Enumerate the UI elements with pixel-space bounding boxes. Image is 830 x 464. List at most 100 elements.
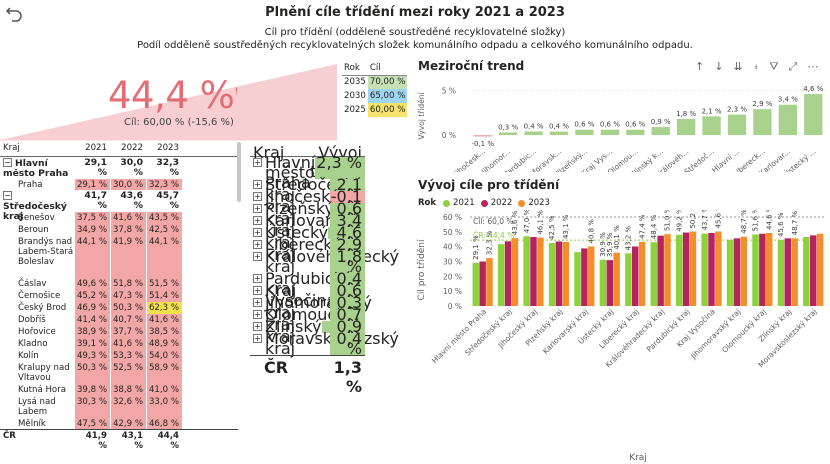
row-name: − Hlavní město Praha [0, 157, 74, 179]
back-arrow-icon[interactable] [4, 2, 24, 22]
row-name: Benešov [0, 212, 74, 224]
goal-bar-2021 [650, 242, 658, 306]
trend-data-label: 0,4 % [524, 123, 544, 131]
goal-data-label: 47,4 % [638, 214, 646, 239]
kraj-table-header: Kraj 2021 2022 2023 [0, 140, 238, 157]
expand-icon[interactable]: + [253, 252, 262, 261]
goal-data-label: 43,1 % [562, 214, 570, 239]
goal-bar-2021 [752, 234, 759, 306]
legend-2023[interactable]: 2023 [528, 198, 550, 208]
goal-data-label: 45,6 % [777, 212, 785, 237]
row-name-text: Dobříš [18, 315, 46, 325]
goal-y-tick: 40 % [443, 243, 462, 252]
arrow-up-icon[interactable]: ↑ [695, 60, 705, 73]
row-name-text: Lysá nad Labem [18, 397, 56, 417]
expand-icon[interactable]: + [253, 228, 262, 237]
double-arrow-down-icon[interactable]: ⇊ [733, 60, 743, 73]
value-2021: 46,9 % [75, 302, 110, 314]
expand-icon[interactable]: + [253, 274, 262, 283]
value-2021: 41,7 % [84, 190, 107, 211]
value-2022: 41,6 % [111, 212, 146, 224]
goal-bar-2022 [733, 238, 741, 306]
arrow-down-icon[interactable]: ↓ [714, 60, 724, 73]
kpi-value-text: 44,4 % [108, 74, 235, 117]
kpi-value[interactable]: 44,4 %! [108, 74, 238, 117]
expand-icon[interactable]: + [253, 310, 262, 319]
trend-y-tick: 0 % [442, 131, 456, 140]
value-2022: 37,8 % [111, 224, 146, 236]
kraj-table-scrollbar[interactable] [237, 142, 241, 202]
value-2021: 34,9 % [75, 224, 110, 236]
legend-2022[interactable]: 2022 [490, 198, 513, 208]
expand-icon[interactable]: + [253, 298, 262, 307]
goal-data-label: 43,6 % [511, 210, 519, 235]
trend-data-label: 0,9 % [651, 118, 671, 126]
goal-row-2035: 2035 70,00 % [342, 75, 408, 89]
row-name: Kralupy nad Vltavou [0, 362, 74, 384]
goal-bar-2023 [791, 238, 798, 306]
expand-icon[interactable]: + [253, 204, 262, 213]
trend-row-name: + Ústecký kraj [250, 225, 328, 251]
page-title: Plnění cíle třídění mezi roky 2021 a 202… [265, 5, 565, 20]
legend-dot-2021 [443, 199, 451, 207]
trend-header-kraj[interactable]: Kraj [253, 143, 285, 162]
goal-header-cil[interactable]: Cíl [367, 61, 408, 76]
subtitle-primary: Cíl pro třídění (odděleně soustředěné re… [264, 27, 566, 38]
trend-bar [498, 132, 518, 136]
goal-bar-2022 [809, 235, 817, 306]
row-name: Kutná Hora [0, 384, 74, 396]
row-name: −Středočeský kraj [0, 190, 74, 222]
expand-hierarchy-icon[interactable]: ⍖ [752, 60, 760, 73]
expand-icon[interactable]: + [253, 192, 262, 201]
row-name: Kladno [0, 338, 74, 350]
value-2021: 41,4 % [75, 314, 110, 326]
legend-2021[interactable]: 2021 [453, 198, 475, 208]
expand-icon[interactable]: + [253, 322, 262, 331]
value-2021: 38,9 % [75, 326, 110, 338]
goal-bar-2023 [537, 237, 544, 306]
value-2023: 42,5 % [147, 224, 182, 236]
expand-icon[interactable]: + [253, 158, 262, 167]
row-name: Praha [0, 179, 74, 190]
row-name: Český Brod [0, 302, 74, 314]
col-header-kraj[interactable]: Kraj [3, 143, 20, 153]
value-2022: 41,6 % [111, 338, 146, 350]
goal-bar-2021 [472, 262, 480, 306]
goal-data-label: 35,9 % [606, 232, 614, 257]
expand-icon[interactable]: + [253, 240, 262, 249]
legend-dot-2023 [518, 199, 526, 207]
goal-row-2025: 2025 60,00 % [342, 103, 408, 117]
expand-icon[interactable]: + [253, 180, 262, 189]
col-header-2022[interactable]: 2022 [121, 143, 143, 153]
trend-data-label: 0,4 % [549, 123, 569, 131]
value-2022: 30,0 % [120, 157, 143, 178]
trend-row: + Hlavní město Praha 2,3 % [250, 155, 365, 191]
focus-mode-icon[interactable]: ⤢ [788, 60, 798, 73]
national-line-label: ČR: 44,4 % [473, 231, 514, 240]
filter-icon[interactable]: ⛛ [769, 60, 779, 73]
goal-header-rok[interactable]: Rok [342, 61, 368, 76]
goal-data-label: 32,3 % [486, 230, 494, 255]
row-name-text: Praha [18, 180, 43, 190]
expand-icon[interactable]: + [253, 216, 262, 225]
col-header-2023[interactable]: 2023 [157, 143, 179, 153]
collapse-icon[interactable]: − [3, 191, 12, 200]
goal-y-tick: 10 % [443, 287, 462, 296]
value-2022: 40,7 % [111, 314, 146, 326]
trend-row-name: +Moravskoslezský kraj [250, 331, 399, 357]
trend-row-name-text: Jihočeský kraj [265, 187, 340, 216]
collapse-icon[interactable]: − [3, 158, 12, 167]
row-name-text: Černošice [18, 291, 61, 301]
more-options-icon[interactable]: ⋯ [807, 60, 819, 73]
trend-total-row: ČR 1,3 % [250, 355, 365, 396]
row-name-text: Brandýs nad Labem-Stará Boleslav [18, 237, 74, 267]
goal-bar-2023 [765, 232, 773, 306]
trend-data-label: 4,6 % [803, 85, 823, 93]
row-name: Kolín [0, 350, 74, 362]
expand-icon[interactable]: + [253, 286, 262, 295]
expand-icon[interactable]: + [253, 334, 262, 343]
district-row: Český Brod 46,9 % 50,3 % 62,3 % [0, 302, 238, 314]
col-header-2021[interactable]: 2021 [85, 143, 107, 153]
goal-data-label: 43,2 % [625, 226, 633, 251]
